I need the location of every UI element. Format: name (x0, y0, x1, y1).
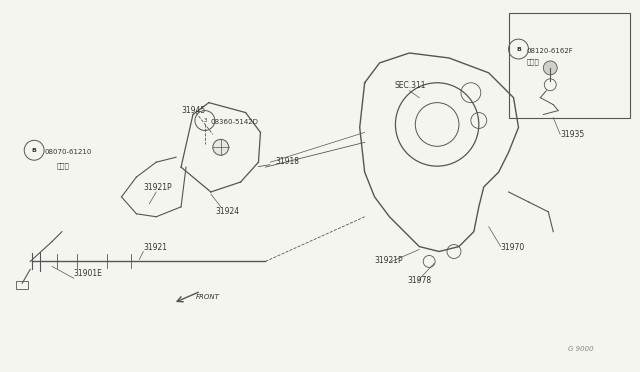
Text: 〈１〉: 〈１〉 (57, 162, 70, 169)
Text: 31945: 31945 (181, 106, 205, 115)
Text: 31924: 31924 (216, 207, 240, 216)
Text: G 9000: G 9000 (568, 346, 594, 352)
Circle shape (543, 61, 557, 75)
Text: 31978: 31978 (407, 276, 431, 285)
Text: B: B (516, 46, 521, 52)
Text: 31970: 31970 (500, 243, 525, 251)
Circle shape (213, 140, 228, 155)
Text: 31935: 31935 (560, 130, 584, 140)
Text: 31901E: 31901E (74, 269, 103, 278)
Bar (509, 13, 630, 118)
Text: 08360-5142D: 08360-5142D (211, 119, 259, 125)
Bar (16, 281, 28, 289)
Text: FRONT: FRONT (196, 294, 220, 300)
Text: SEC.311: SEC.311 (394, 81, 426, 90)
Text: 31921P: 31921P (143, 183, 172, 192)
Text: 08070-61210: 08070-61210 (44, 149, 92, 155)
Text: 31921P: 31921P (374, 256, 403, 265)
Text: （１）: （１） (527, 58, 539, 64)
Text: B: B (32, 148, 36, 153)
Text: 3: 3 (203, 118, 207, 123)
Text: 31918: 31918 (258, 157, 300, 167)
Text: 08120-6162F: 08120-6162F (527, 48, 573, 54)
Text: 31921: 31921 (143, 243, 167, 251)
